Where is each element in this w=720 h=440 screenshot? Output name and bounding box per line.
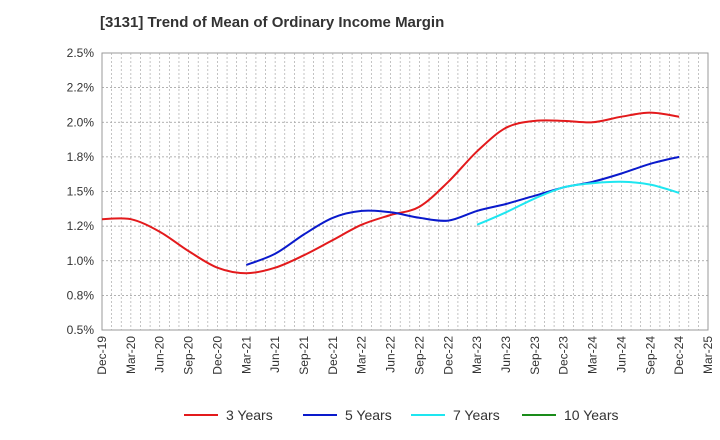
x-tick-label: Jun-21 [268, 336, 282, 373]
y-tick-label: 2.2% [67, 81, 95, 95]
series-line-5-years [245, 155, 680, 266]
x-tick-label: Sep-21 [297, 336, 311, 375]
series-line-7-years [476, 180, 680, 226]
x-tick-label: Dec-19 [95, 336, 109, 375]
legend-swatch [184, 414, 218, 416]
legend-swatch [303, 414, 337, 416]
x-tick-label: Mar-21 [239, 336, 253, 374]
x-tick-label: Mar-24 [586, 336, 600, 374]
x-tick-label: Dec-24 [672, 336, 686, 375]
chart-title: [3131] Trend of Mean of Ordinary Income … [100, 14, 445, 31]
y-tick-label: 2.5% [67, 46, 95, 60]
x-tick-label: Mar-20 [124, 336, 138, 374]
legend-item: 10 Years [522, 403, 619, 427]
x-axis-tick-labels: Dec-19 Mar-20 Jun-20 Sep-20 Dec-20 Mar-21 Jun-… [95, 336, 715, 375]
x-tick-label: Jun-24 [614, 336, 628, 373]
legend-swatch [411, 414, 445, 416]
x-tick-label: Sep-20 [182, 336, 196, 375]
x-tick-label: Mar-25 [701, 336, 715, 374]
x-tick-label: Dec-21 [326, 336, 340, 375]
x-tick-label: Dec-20 [210, 336, 224, 375]
y-tick-label: 0.5% [67, 323, 95, 337]
x-tick-label: Sep-23 [528, 336, 542, 375]
y-tick-label: 0.8% [67, 288, 95, 302]
y-axis-tick-labels: 2.5% 2.2% 2.0% 1.8% 1.5% 1.2% 1.0% 0.8% 0.5% [67, 46, 95, 337]
x-tick-label: Dec-23 [557, 336, 571, 375]
y-tick-label: 1.2% [67, 219, 95, 233]
x-tick-label: Mar-23 [470, 336, 484, 374]
legend: 3 Years 5 Years 7 Years 10 Years [0, 403, 720, 427]
legend-item: 3 Years [184, 403, 273, 427]
legend-swatch [522, 414, 556, 416]
legend-label: 5 Years [345, 407, 392, 423]
legend-label: 3 Years [226, 407, 273, 423]
y-tick-label: 1.8% [67, 150, 95, 164]
x-tick-label: Jun-23 [499, 336, 513, 373]
x-tick-label: Sep-24 [643, 336, 657, 375]
x-tick-label: Dec-22 [441, 336, 455, 375]
legend-item: 5 Years [303, 403, 392, 427]
x-tick-label: Sep-22 [412, 336, 426, 375]
y-tick-label: 1.5% [67, 185, 95, 199]
series-lines [101, 111, 680, 275]
series-line-3-years [101, 111, 680, 275]
x-tick-label: Jun-22 [384, 336, 398, 373]
legend-label: 7 Years [453, 407, 500, 423]
plot-area [101, 52, 709, 331]
x-tick-label: Jun-20 [153, 336, 167, 373]
x-tick-label: Mar-22 [355, 336, 369, 374]
y-tick-label: 1.0% [67, 254, 95, 268]
legend-item: 7 Years [411, 403, 500, 427]
legend-label: 10 Years [564, 407, 619, 423]
y-tick-label: 2.0% [67, 115, 95, 129]
